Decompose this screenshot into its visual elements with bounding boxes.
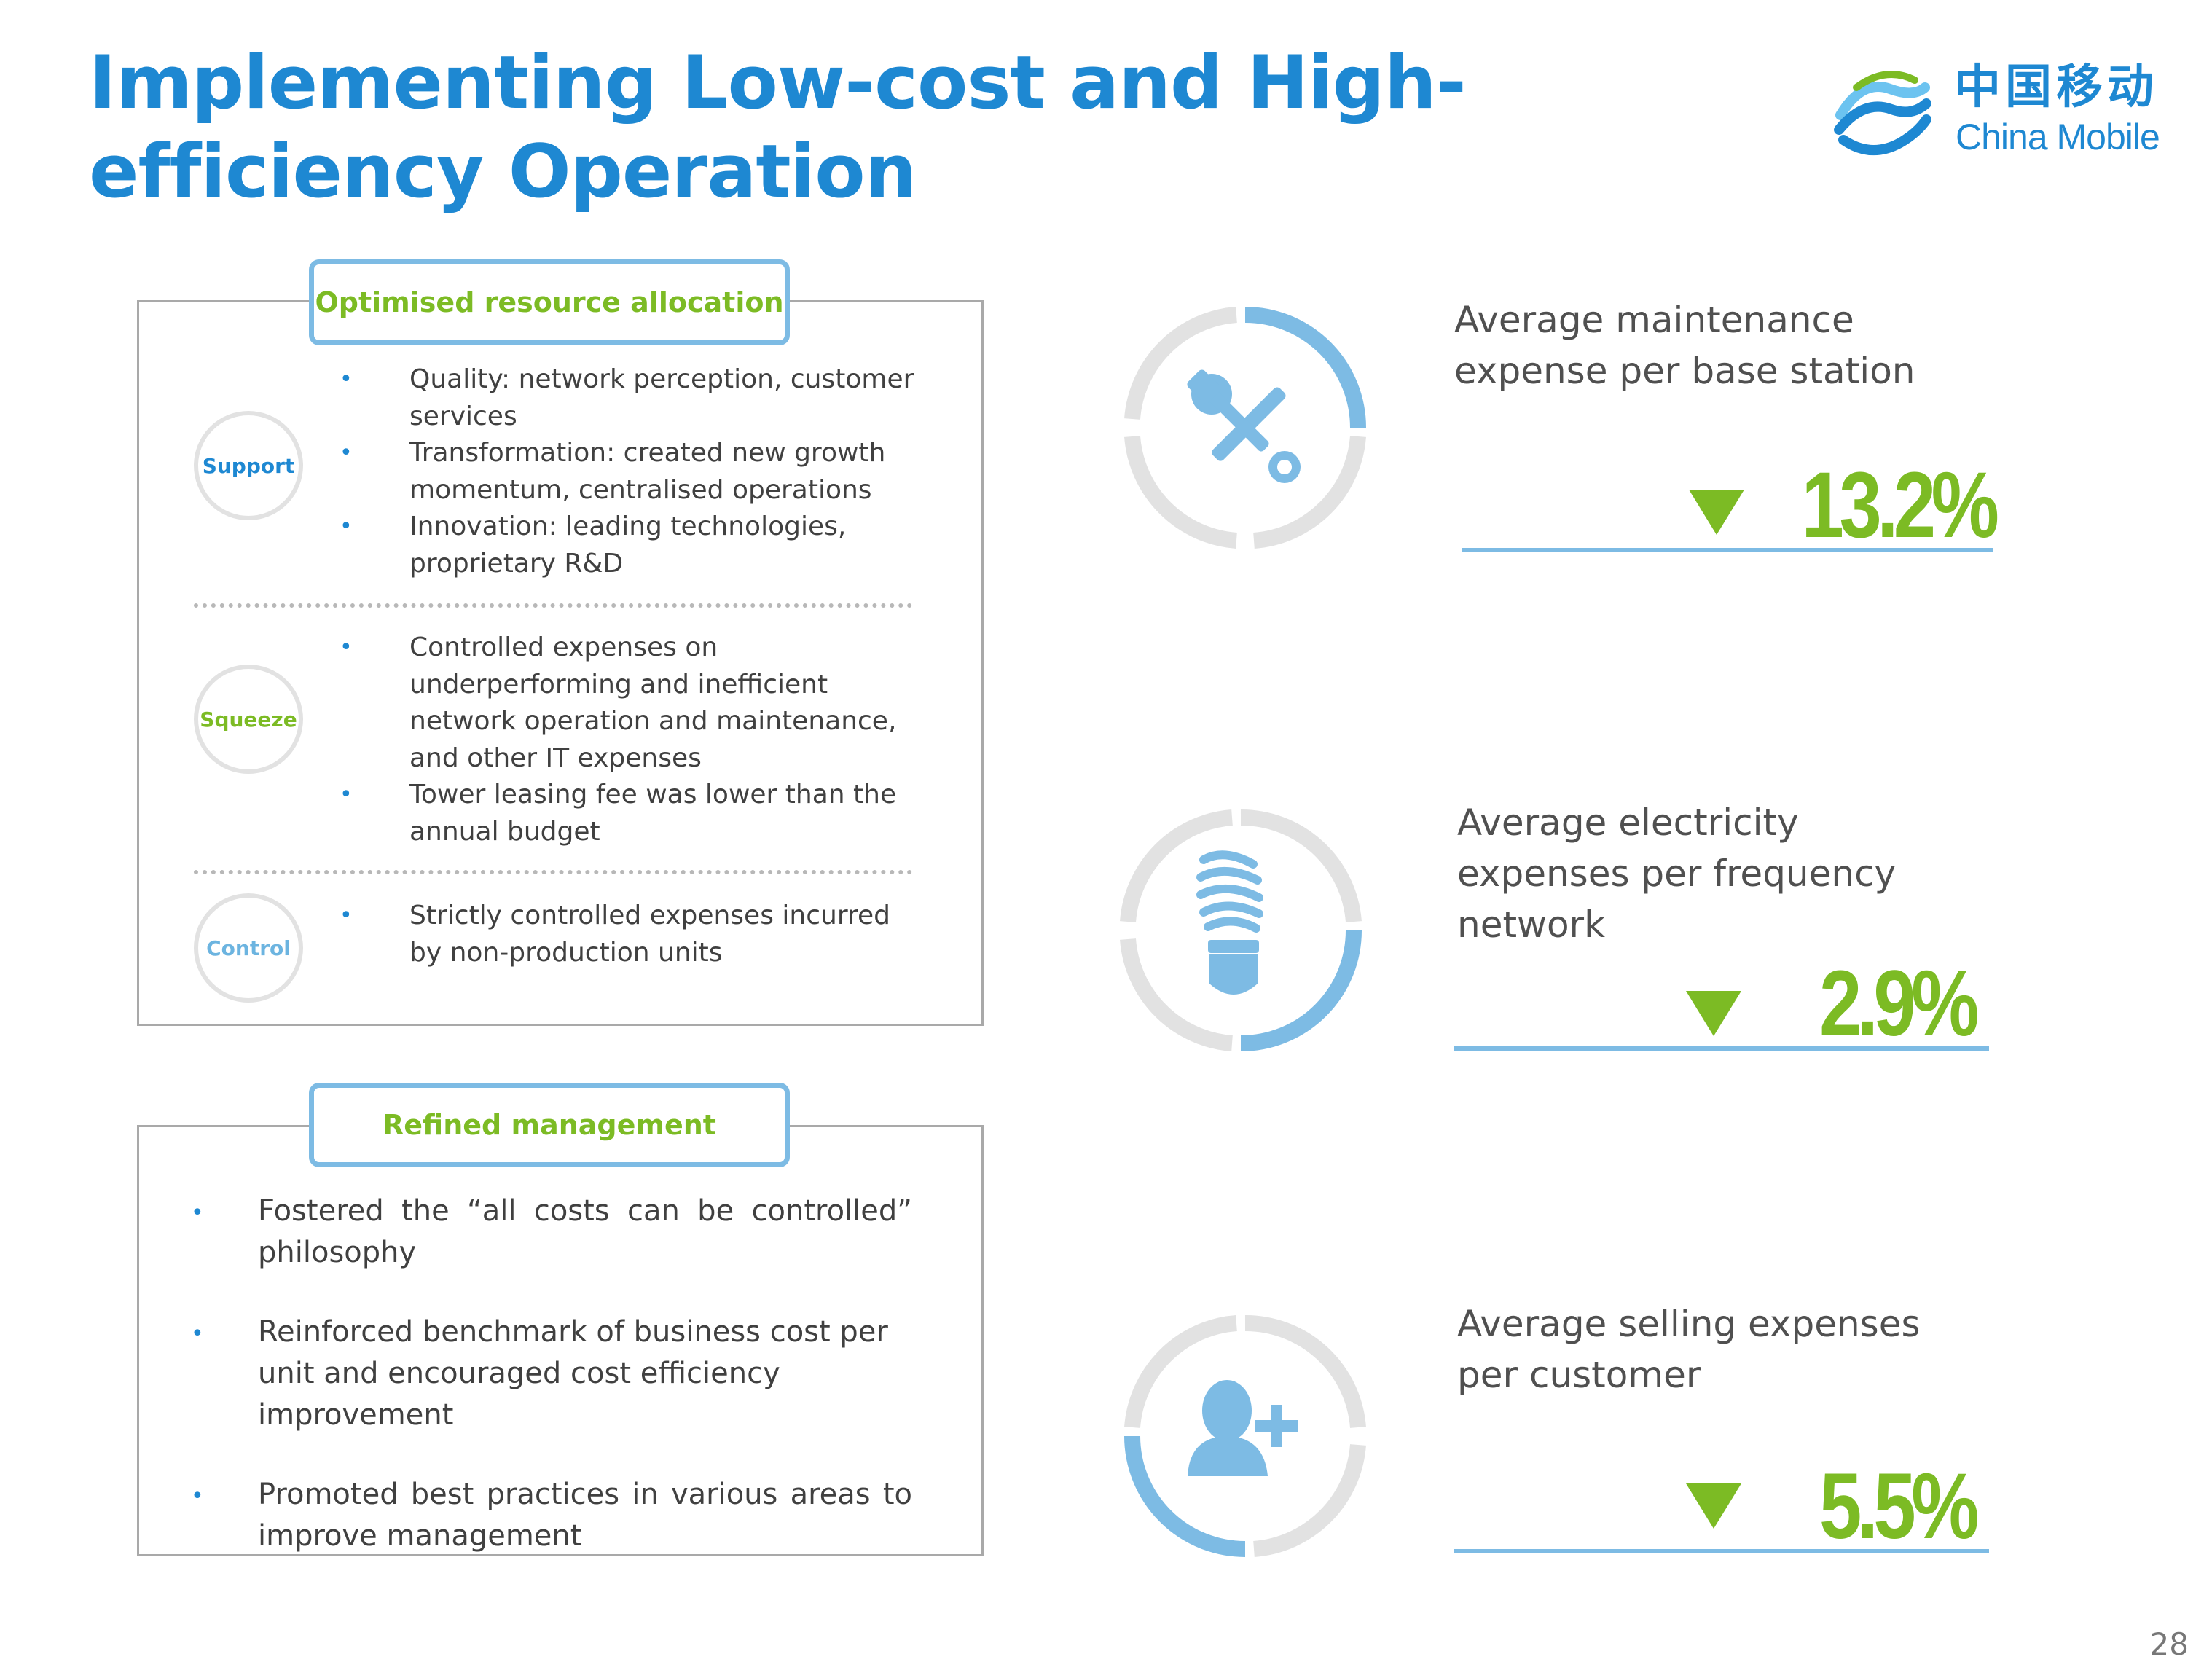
metric-value: 2.9% xyxy=(1819,952,1980,1056)
refined-management-heading: Refined management xyxy=(309,1083,790,1167)
bullet-icon: • xyxy=(191,1200,204,1226)
logo-chinese-text: 中国移动 xyxy=(1954,60,2158,114)
section-divider xyxy=(194,870,912,874)
list-item: • Fostered the “all costs can be controll… xyxy=(191,1191,912,1274)
resource-allocation-heading: Optimised resource allocation xyxy=(309,259,790,345)
metric-underline xyxy=(1454,1549,1989,1553)
squeeze-bullet-list: • Controlled expenses on underperforming … xyxy=(340,630,915,850)
add-user-icon xyxy=(1188,1380,1298,1476)
bullet-icon: • xyxy=(191,1321,204,1346)
metric-underline xyxy=(1454,1046,1989,1051)
list-item: • Transformation: created new growth mome… xyxy=(340,435,915,509)
bullet-icon: • xyxy=(340,440,353,466)
tools-icon xyxy=(1187,369,1301,483)
bullet-icon: • xyxy=(340,635,353,660)
list-item: • Strictly controlled expenses incurred b… xyxy=(340,898,915,971)
bullet-icon: • xyxy=(340,903,353,928)
bullet-icon: • xyxy=(340,514,353,539)
metric-underline xyxy=(1462,548,1993,552)
refined-management-bullet-list: • Fostered the “all costs can be controll… xyxy=(191,1191,912,1557)
electricity-ring-graphic xyxy=(1120,809,1362,1051)
list-item: • Controlled expenses on underperforming … xyxy=(340,630,915,777)
metric-label: Average maintenance expense per base sta… xyxy=(1454,299,1915,392)
metric-label: Average selling expenses per customer xyxy=(1457,1303,1921,1396)
down-arrow-icon xyxy=(1686,991,1741,1036)
list-item: • Tower leasing fee was lower than the an… xyxy=(340,777,915,850)
metric-value: 5.5% xyxy=(1819,1454,1980,1559)
page-title: Implementing Low-cost and High-efficienc… xyxy=(89,39,1467,214)
metric-label: Average electricity expenses per frequen… xyxy=(1457,801,1897,946)
maintenance-ring-graphic xyxy=(1124,307,1366,549)
refined-management-panel xyxy=(137,1125,984,1556)
down-arrow-icon xyxy=(1686,1483,1741,1529)
down-arrow-icon xyxy=(1689,490,1744,535)
list-item: • Promoted best practices in various area… xyxy=(191,1474,912,1557)
metric-value: 13.2% xyxy=(1801,453,1999,557)
list-item: • Innovation: leading technologies, propr… xyxy=(340,509,915,582)
light-bulb-icon xyxy=(1196,850,1263,933)
control-label: Control xyxy=(194,893,303,1003)
section-divider xyxy=(194,603,912,608)
selling-ring-graphic xyxy=(1124,1314,1366,1557)
support-bullet-list: • Quality: network perception, customer s… xyxy=(340,361,915,582)
squeeze-label: Squeeze xyxy=(194,665,303,774)
support-label: Support xyxy=(194,411,303,520)
list-item: • Reinforced benchmark of business cost p… xyxy=(191,1312,912,1436)
bullet-icon: • xyxy=(191,1483,204,1509)
list-item: • Quality: network perception, customer s… xyxy=(340,361,915,435)
logo-english-text: China Mobile xyxy=(1956,117,2160,157)
bullet-icon: • xyxy=(340,782,353,807)
control-bullet-list: • Strictly controlled expenses incurred b… xyxy=(340,898,915,971)
page-number: 28 xyxy=(2149,1626,2189,1662)
china-mobile-emblem-icon xyxy=(1834,71,1931,155)
bullet-icon: • xyxy=(340,366,353,392)
china-mobile-logo: 中国移动 China Mobile xyxy=(1827,58,2170,168)
